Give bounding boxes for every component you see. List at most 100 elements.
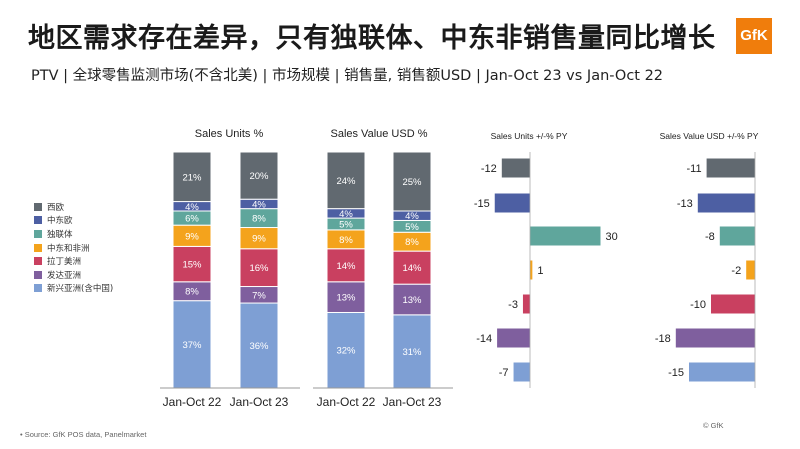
chart-title: Sales Units % [195, 128, 264, 140]
data-label: 7% [252, 290, 266, 301]
data-label: 4% [405, 211, 419, 222]
legend-item: 独联体 [34, 227, 113, 241]
data-label: 4% [339, 209, 353, 220]
data-label: 8% [405, 237, 419, 248]
data-label: 36% [249, 341, 269, 352]
data-label: 25% [402, 177, 422, 188]
delta-value-label: -15 [668, 367, 684, 379]
bar-segment [172, 151, 212, 203]
delta-value-label: -13 [677, 198, 693, 210]
legend-item: 西欧 [34, 200, 113, 214]
delta-bar [706, 158, 755, 178]
delta-value-label: -10 [690, 299, 706, 311]
delta-bar [697, 193, 755, 213]
delta-bar [497, 328, 530, 348]
x-tick-label: Jan-Oct 23 [230, 395, 289, 409]
legend-item: 中东和非洲 [34, 241, 113, 255]
bar-segment [326, 311, 366, 389]
legend-label: 中东欧 [47, 216, 73, 227]
legend-swatch [34, 243, 42, 252]
legend-label: 西欧 [47, 202, 65, 213]
x-tick-label: Jan-Oct 22 [317, 395, 376, 409]
data-label: 31% [402, 347, 422, 358]
data-label: 6% [185, 214, 199, 225]
page-title: 地区需求存在差异，只有独联体、中东非销售量同比增长 [28, 23, 716, 54]
delta-bar [689, 362, 755, 382]
data-label: 32% [336, 346, 356, 357]
legend-item: 发达亚洲 [34, 268, 113, 282]
delta-value-label: -18 [655, 333, 671, 345]
legend-label: 独联体 [47, 229, 73, 240]
data-label: 9% [252, 234, 266, 245]
data-label: 4% [185, 202, 199, 213]
x-tick-label: Jan-Oct 23 [383, 395, 442, 409]
delta-bar [675, 328, 755, 348]
delta-bar [530, 260, 533, 280]
data-label: 13% [402, 295, 422, 306]
data-label: 20% [249, 171, 269, 182]
data-label: 14% [336, 261, 356, 272]
data-label: 14% [402, 263, 422, 274]
bar-segment [392, 250, 432, 285]
legend-swatch [34, 270, 42, 279]
chart-title: Sales Value USD % [330, 128, 427, 140]
delta-bar [719, 226, 755, 246]
bar-segment [239, 302, 279, 389]
data-label: 5% [339, 219, 353, 230]
legend-swatch [34, 284, 42, 293]
delta-value-label: -2 [731, 265, 741, 277]
bar-segment [326, 248, 366, 283]
bar-segment [392, 283, 432, 316]
bar-segment [239, 151, 279, 200]
delta-value-label: -11 [687, 163, 702, 175]
legend-label: 新兴亚洲(含中国) [47, 284, 114, 295]
bar-segment [326, 151, 366, 210]
legend-swatch [34, 202, 42, 211]
data-label: 8% [185, 287, 199, 298]
delta-bar [501, 158, 530, 178]
delta-value-label: -14 [476, 333, 492, 345]
legend-swatch [34, 216, 42, 225]
x-tick-label: Jan-Oct 22 [163, 395, 222, 409]
data-label: 21% [182, 172, 202, 183]
data-label: 4% [252, 199, 266, 210]
chart-title: Sales Value USD +/-% PY [660, 131, 759, 141]
data-label: 37% [182, 340, 202, 351]
delta-value-label: 30 [606, 231, 618, 243]
copyright-note: © GfK [703, 421, 724, 430]
legend-item: 中东欧 [34, 214, 113, 228]
delta-bar [513, 362, 530, 382]
bar-segment [326, 281, 366, 313]
data-label: 13% [336, 293, 356, 304]
legend-swatch [34, 229, 42, 238]
legend-item: 新兴亚洲(含中国) [34, 282, 113, 296]
delta-bar [746, 260, 755, 280]
page-subtitle: PTV | 全球零售监测市场(不含北美) | 市场规模 | 销售量, 销售额US… [31, 68, 664, 84]
legend-label: 发达亚洲 [47, 270, 82, 281]
bar-segment [392, 314, 432, 389]
legend-item: 拉丁美洲 [34, 254, 113, 268]
legend-label: 拉丁美洲 [47, 257, 82, 268]
chart-legend: 西欧中东欧独联体中东和非洲拉丁美洲发达亚洲新兴亚洲(含中国) [34, 200, 113, 295]
delta-bar [494, 193, 530, 213]
data-label: 15% [182, 260, 202, 271]
delta-value-label: -7 [499, 367, 509, 379]
delta-value-label: 1 [537, 265, 543, 277]
delta-value-label: -15 [474, 198, 490, 210]
delta-value-label: -8 [705, 231, 715, 243]
delta-value-label: -3 [508, 299, 518, 311]
legend-swatch [34, 257, 42, 266]
delta-bar [522, 294, 530, 314]
source-note: • Source: GfK POS data, Panelmarket [20, 430, 147, 439]
bar-segment [392, 151, 432, 212]
delta-bar [530, 226, 601, 246]
delta-bar [711, 294, 755, 314]
data-label: 5% [405, 222, 419, 233]
legend-label: 中东和非洲 [47, 243, 90, 254]
data-label: 8% [252, 214, 266, 225]
data-label: 24% [336, 176, 356, 187]
gfk-logo: GfK [736, 18, 772, 54]
delta-value-label: -12 [481, 163, 497, 175]
data-label: 8% [339, 235, 353, 246]
